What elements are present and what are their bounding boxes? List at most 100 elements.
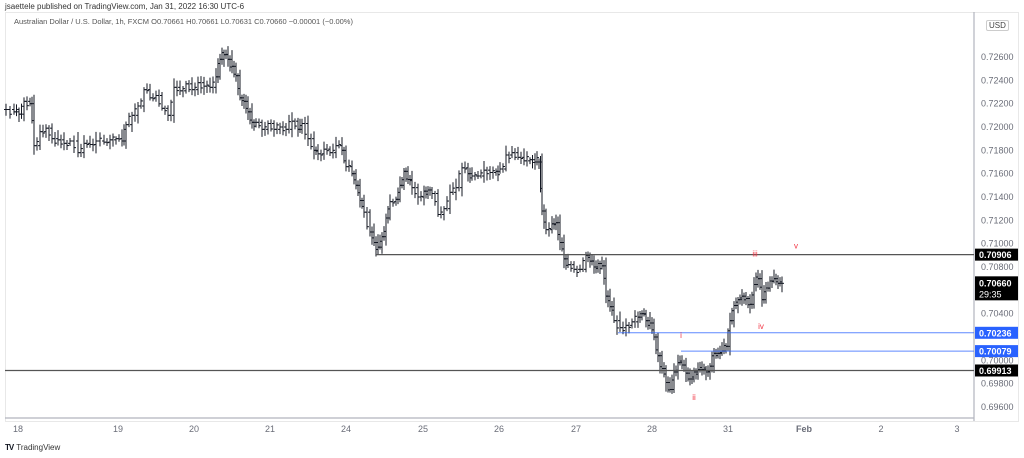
price-tick-label: 0.72200 xyxy=(981,99,1014,109)
ohlc-bar xyxy=(680,355,684,370)
level-tag-0.69913 xyxy=(975,364,1018,377)
ohlc-bar xyxy=(325,143,329,155)
ohlc-bar xyxy=(296,117,300,137)
tradingview-logo[interactable]: TV TradingView xyxy=(5,443,60,452)
ohlc-bar xyxy=(114,136,118,145)
ohlc-bar xyxy=(488,166,492,180)
ohlc-bar xyxy=(496,165,500,182)
ohlc-bar xyxy=(88,135,92,148)
time-tick-label: 20 xyxy=(189,424,199,434)
ohlc-bar xyxy=(656,332,660,363)
ohlc-bar xyxy=(47,125,51,141)
ohlc-bar xyxy=(550,216,554,234)
ohlc-bar xyxy=(124,121,128,149)
price-tick-label: 0.70000 xyxy=(981,355,1014,365)
ohlc-bar xyxy=(35,137,39,151)
tradingview-brand-text: TradingView xyxy=(16,443,61,452)
horizontal-levels[interactable] xyxy=(5,253,974,372)
chart-frame xyxy=(5,12,1019,422)
ohlc-bar xyxy=(710,351,714,373)
ohlc-bar xyxy=(136,102,140,124)
ohlc-bar xyxy=(445,196,449,212)
ohlc-bar xyxy=(8,106,12,119)
ohlc-bar xyxy=(102,134,106,145)
ohlc-bar xyxy=(360,197,364,209)
ohlc-bar xyxy=(12,103,16,115)
level-tag-text: 0.70906 xyxy=(979,250,1012,260)
price-tick-label: 0.70400 xyxy=(981,309,1014,319)
ohlc-bar xyxy=(211,76,215,94)
ohlc-bar xyxy=(193,82,197,97)
time-tick-label: 19 xyxy=(113,424,123,434)
ohlc-bar xyxy=(718,345,722,360)
ohlc-bar xyxy=(734,297,738,310)
wave-label-iv: iv xyxy=(758,322,764,331)
ohlc-bar xyxy=(216,58,220,84)
ohlc-bar xyxy=(750,291,754,309)
ohlc-bar xyxy=(426,186,430,199)
ohlc-bar xyxy=(740,289,744,306)
ohlc-bar xyxy=(356,180,360,197)
currency-badge[interactable]: USD xyxy=(986,20,1009,31)
ohlc-bar xyxy=(196,76,200,95)
ohlc-bar xyxy=(205,80,209,94)
wave-label-iii: iii xyxy=(752,250,758,259)
ohlc-bar xyxy=(133,103,137,122)
ohlc-bar xyxy=(178,80,182,96)
ohlc-bar xyxy=(190,77,194,96)
time-tick-label: 28 xyxy=(647,424,657,434)
ohlc-bar xyxy=(544,208,548,235)
ohlc-bar xyxy=(770,276,774,288)
ohlc-bar xyxy=(263,121,267,136)
ohlc-bar xyxy=(642,308,646,317)
price-tick-label: 0.71400 xyxy=(981,192,1014,202)
ohlc-bar xyxy=(422,185,426,206)
last-price-text: 0.70660 xyxy=(979,278,1012,288)
ohlc-bar xyxy=(127,112,131,128)
ohlc-bar xyxy=(250,103,254,129)
ohlc-bar xyxy=(479,169,483,179)
level-tag-0.70906 xyxy=(975,248,1018,261)
ohlc-bar xyxy=(365,206,369,230)
ohlc-bar xyxy=(678,355,682,366)
ohlc-bar xyxy=(166,105,170,122)
ohlc-bar xyxy=(230,50,234,74)
ohlc-bar xyxy=(510,146,514,159)
ohlc-bar xyxy=(344,145,348,172)
price-tick-label: 0.70800 xyxy=(981,262,1014,272)
ohlc-bar xyxy=(513,148,517,161)
time-tick-label: 27 xyxy=(571,424,581,434)
ohlc-bar xyxy=(68,138,72,147)
ohlc-bar xyxy=(44,124,48,138)
ohlc-bar xyxy=(85,139,89,148)
last-price-tag xyxy=(975,276,1018,301)
price-tick-label: 0.71800 xyxy=(981,145,1014,155)
price-tick-label: 0.69600 xyxy=(981,402,1014,412)
ohlc-bar xyxy=(558,214,562,251)
ohlc-bar xyxy=(347,159,351,172)
ohlc-bar xyxy=(139,98,143,109)
ohlc-bar xyxy=(240,94,244,107)
ohlc-bar xyxy=(65,139,69,150)
publisher-line: jsaettele published on TradingView.com, … xyxy=(5,2,245,11)
ohlc-bar xyxy=(287,114,291,134)
ohlc-bar xyxy=(768,276,772,292)
ohlc-bar xyxy=(340,137,344,156)
ohlc-bar xyxy=(398,176,402,203)
ohlc-bar xyxy=(714,348,718,359)
time-tick-label: 3 xyxy=(954,424,959,434)
ohlc-bar xyxy=(266,120,270,135)
ohlc-bar xyxy=(157,89,161,107)
ohlc-bar xyxy=(564,254,568,270)
ohlc-bar xyxy=(522,148,526,166)
ohlc-bar xyxy=(530,154,535,169)
ohlc-bar xyxy=(433,190,437,206)
ohlc-bar xyxy=(419,191,423,202)
ohlc-bar xyxy=(354,169,358,190)
ohlc-bar xyxy=(519,151,523,165)
ohlc-bar xyxy=(236,73,240,96)
ohlc-bar xyxy=(760,270,764,307)
ohlc-bar xyxy=(754,272,758,292)
